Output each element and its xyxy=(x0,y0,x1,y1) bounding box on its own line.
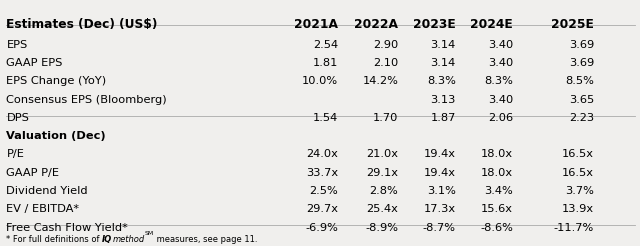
Text: 2024E: 2024E xyxy=(470,18,513,31)
Text: IQ: IQ xyxy=(102,235,113,244)
Text: EV / EBITDA*: EV / EBITDA* xyxy=(6,204,79,214)
Text: 2023E: 2023E xyxy=(413,18,456,31)
Text: 17.3x: 17.3x xyxy=(424,204,456,214)
Text: 2021A: 2021A xyxy=(294,18,338,31)
Text: 15.6x: 15.6x xyxy=(481,204,513,214)
Text: Free Cash Flow Yield*: Free Cash Flow Yield* xyxy=(6,223,128,232)
Text: 1.87: 1.87 xyxy=(430,113,456,123)
Text: EPS: EPS xyxy=(6,40,28,50)
Text: 1.54: 1.54 xyxy=(312,113,338,123)
Text: 2.5%: 2.5% xyxy=(309,186,338,196)
Text: 2.90: 2.90 xyxy=(373,40,398,50)
Text: 2025E: 2025E xyxy=(551,18,594,31)
Text: 3.69: 3.69 xyxy=(569,58,594,68)
Text: Estimates (Dec) (US$): Estimates (Dec) (US$) xyxy=(6,18,158,31)
Text: 1.81: 1.81 xyxy=(312,58,338,68)
Text: 21.0x: 21.0x xyxy=(366,149,398,159)
Text: -8.6%: -8.6% xyxy=(480,223,513,232)
Text: P/E: P/E xyxy=(6,149,24,159)
Text: -8.7%: -8.7% xyxy=(423,223,456,232)
Text: 25.4x: 25.4x xyxy=(367,204,398,214)
Text: SM: SM xyxy=(145,231,154,236)
Text: GAAP EPS: GAAP EPS xyxy=(6,58,63,68)
Text: GAAP P/E: GAAP P/E xyxy=(6,168,60,178)
Text: Valuation (Dec): Valuation (Dec) xyxy=(6,131,106,141)
Text: * For full definitions of: * For full definitions of xyxy=(6,235,102,244)
Text: 3.4%: 3.4% xyxy=(484,186,513,196)
Text: 3.40: 3.40 xyxy=(488,58,513,68)
Text: 1.70: 1.70 xyxy=(373,113,398,123)
Text: 24.0x: 24.0x xyxy=(306,149,338,159)
Text: 14.2%: 14.2% xyxy=(362,76,398,86)
Text: 16.5x: 16.5x xyxy=(562,149,594,159)
Text: 33.7x: 33.7x xyxy=(306,168,338,178)
Text: 29.1x: 29.1x xyxy=(366,168,398,178)
Text: 8.3%: 8.3% xyxy=(427,76,456,86)
Text: 29.7x: 29.7x xyxy=(306,204,338,214)
Text: 3.14: 3.14 xyxy=(431,58,456,68)
Text: 3.7%: 3.7% xyxy=(565,186,594,196)
Text: Dividend Yield: Dividend Yield xyxy=(6,186,88,196)
Text: -8.9%: -8.9% xyxy=(365,223,398,232)
Text: Consensus EPS (Bloomberg): Consensus EPS (Bloomberg) xyxy=(6,95,167,105)
Text: DPS: DPS xyxy=(6,113,29,123)
Text: 3.13: 3.13 xyxy=(430,95,456,105)
Text: 2.06: 2.06 xyxy=(488,113,513,123)
Text: 18.0x: 18.0x xyxy=(481,149,513,159)
Text: 10.0%: 10.0% xyxy=(301,76,338,86)
Text: 2022A: 2022A xyxy=(355,18,398,31)
Text: 2.8%: 2.8% xyxy=(370,186,398,196)
Text: 3.40: 3.40 xyxy=(488,95,513,105)
Text: method: method xyxy=(113,235,145,244)
Text: -11.7%: -11.7% xyxy=(554,223,594,232)
Text: 3.65: 3.65 xyxy=(569,95,594,105)
Text: 16.5x: 16.5x xyxy=(562,168,594,178)
Text: -6.9%: -6.9% xyxy=(305,223,338,232)
Text: 8.3%: 8.3% xyxy=(484,76,513,86)
Text: 2.10: 2.10 xyxy=(373,58,398,68)
Text: 3.69: 3.69 xyxy=(569,40,594,50)
Text: 19.4x: 19.4x xyxy=(424,149,456,159)
Text: 3.14: 3.14 xyxy=(431,40,456,50)
Text: EPS Change (YoY): EPS Change (YoY) xyxy=(6,76,107,86)
Text: 3.40: 3.40 xyxy=(488,40,513,50)
Text: 2.54: 2.54 xyxy=(313,40,338,50)
Text: 8.5%: 8.5% xyxy=(565,76,594,86)
Text: 19.4x: 19.4x xyxy=(424,168,456,178)
Text: 13.9x: 13.9x xyxy=(562,204,594,214)
Text: 3.1%: 3.1% xyxy=(427,186,456,196)
Text: 18.0x: 18.0x xyxy=(481,168,513,178)
Text: measures, see page 11.: measures, see page 11. xyxy=(154,235,257,244)
Text: 2.23: 2.23 xyxy=(569,113,594,123)
